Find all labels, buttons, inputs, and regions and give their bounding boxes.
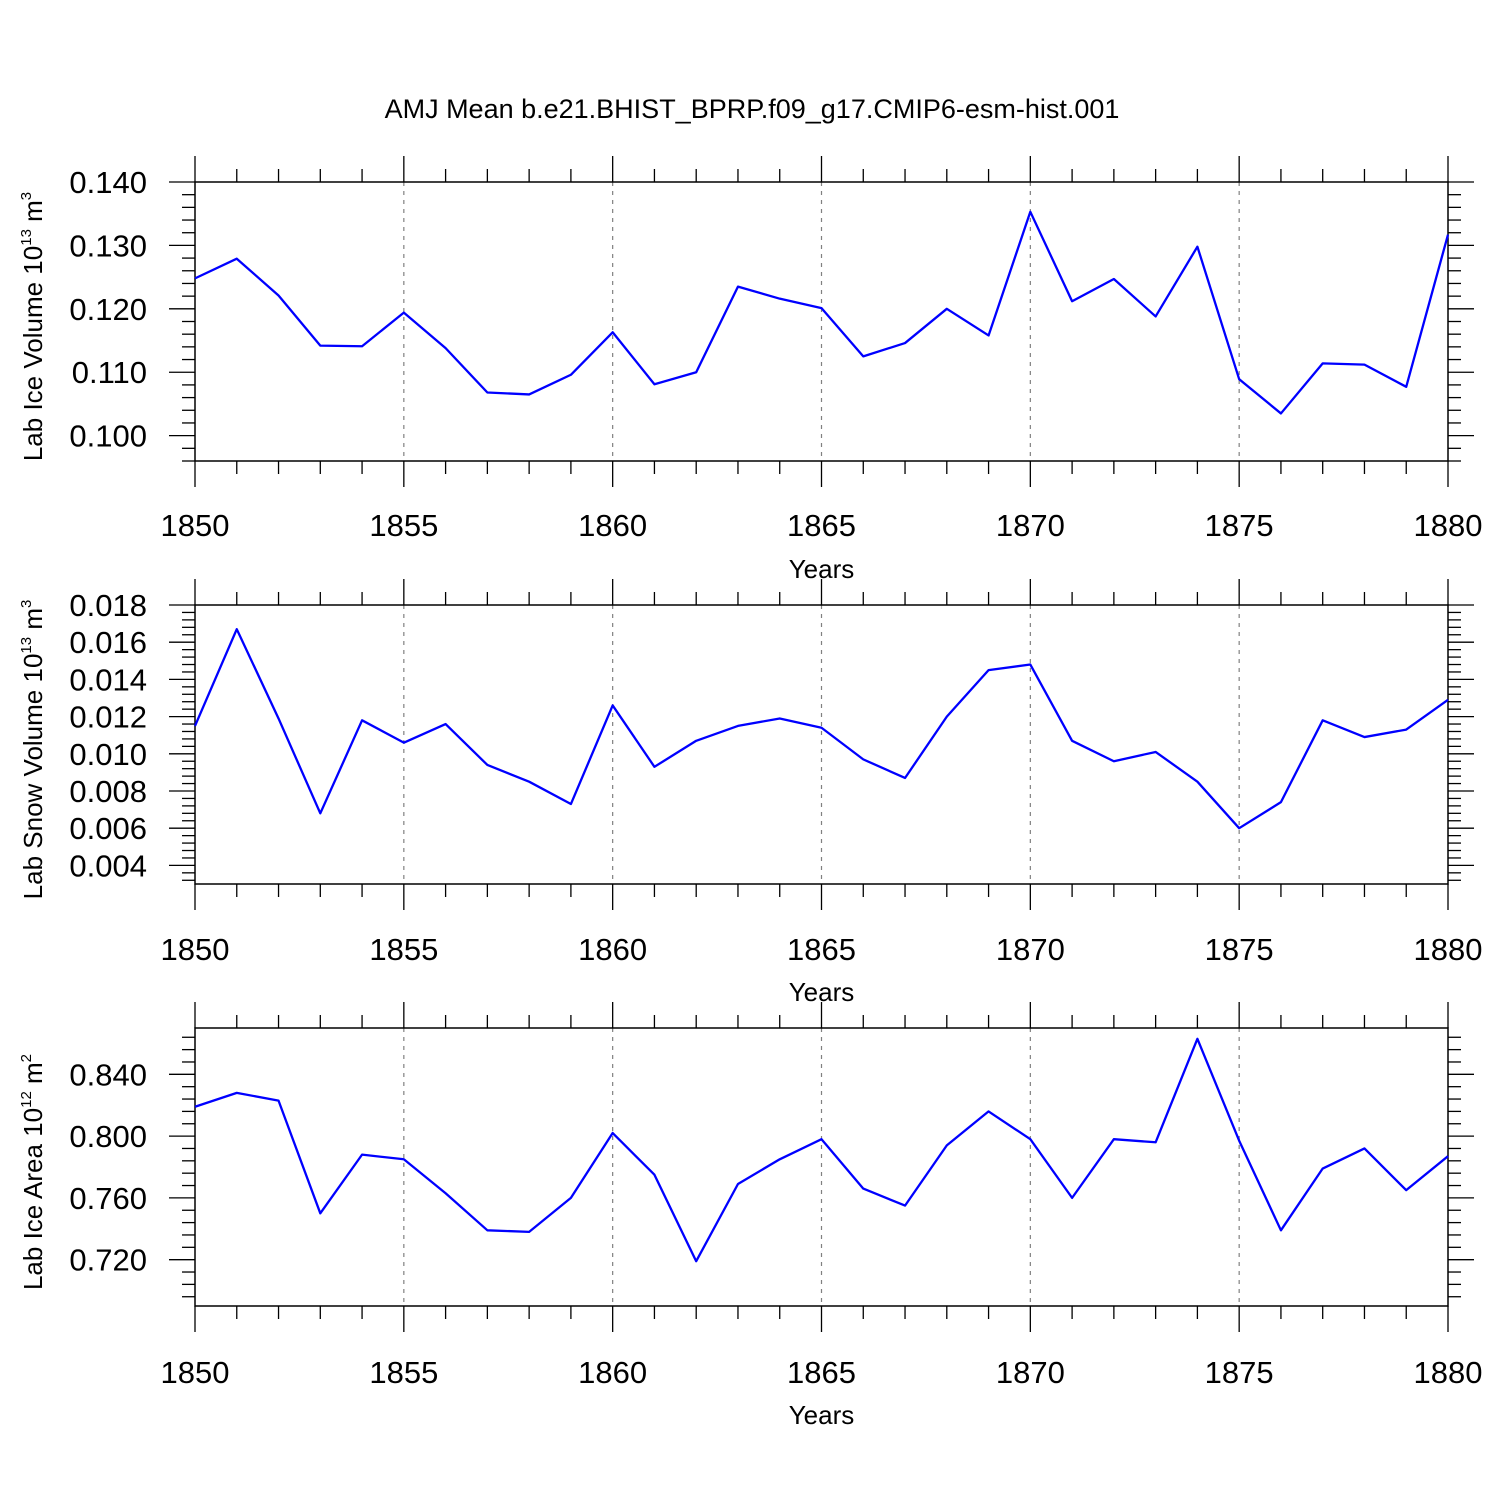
x-tick-label: 1860 xyxy=(578,932,647,967)
y-tick-label: 0.014 xyxy=(69,662,147,697)
x-tick-label: 1865 xyxy=(787,508,856,543)
x-tick-label: 1875 xyxy=(1205,932,1274,967)
x-tick-label: 1860 xyxy=(578,1355,647,1390)
y-tick-label: 0.006 xyxy=(69,811,147,846)
y-axis-label: Lab Snow Volume 1013 m3 xyxy=(18,600,48,900)
y-axis-label: Lab Ice Volume 1013 m3 xyxy=(18,192,48,461)
panel-ice-area: 1850 1855 1860 1865 1870 1875 1880 0.720 0.760 0.… xyxy=(18,1002,1482,1430)
x-tick-label: 1870 xyxy=(996,932,1065,967)
y-tick-label: 0.010 xyxy=(69,737,147,772)
series-line xyxy=(193,628,1449,830)
x-tick-label: 1880 xyxy=(1414,932,1483,967)
y-tick-label: 0.800 xyxy=(69,1119,147,1154)
y-tick-label: 0.100 xyxy=(69,419,147,454)
x-tick-label: 1855 xyxy=(369,508,438,543)
series-line xyxy=(194,210,1450,415)
x-tick-label: 1880 xyxy=(1414,508,1483,543)
x-tick-label: 1870 xyxy=(996,1355,1065,1390)
y-tick-label: 0.760 xyxy=(69,1181,147,1216)
x-tick-label: 1850 xyxy=(161,508,230,543)
y-tick-label: 0.004 xyxy=(69,848,147,883)
y-tick-label: 0.140 xyxy=(69,165,147,200)
y-tick-label: 0.130 xyxy=(69,228,147,263)
x-tick-label: 1875 xyxy=(1205,1355,1274,1390)
x-axis-label: Years xyxy=(789,1400,855,1430)
y-tick-label: 0.110 xyxy=(72,355,147,390)
y-tick-label: 0.840 xyxy=(69,1057,147,1092)
panel-snow-volume: 1850 1855 1860 1865 1870 1875 18800.0040.0060.… xyxy=(18,579,1482,1007)
x-tick-label: 1855 xyxy=(369,1355,438,1390)
y-tick-label: 0.016 xyxy=(69,625,147,660)
panel-ice-volume: 1850 1855 1860 1865 1870 1875 1880 0.100 0.110 0.… xyxy=(18,156,1482,584)
x-tick-label: 1880 xyxy=(1414,1355,1483,1390)
x-tick-label: 1860 xyxy=(578,508,647,543)
y-tick-label: 0.120 xyxy=(69,292,147,327)
x-tick-label: 1850 xyxy=(161,932,230,967)
x-tick-label: 1865 xyxy=(787,1355,856,1390)
y-tick-label: 0.720 xyxy=(69,1243,147,1278)
y-tick-label: 0.008 xyxy=(69,774,147,809)
x-tick-label: 1850 xyxy=(161,1355,230,1390)
x-tick-label: 1870 xyxy=(996,508,1065,543)
x-tick-label: 1855 xyxy=(369,932,438,967)
y-tick-label: 0.012 xyxy=(69,700,147,735)
chart-title: AMJ Mean b.e21.BHIST_BPRP.f09_g17.CMIP6-… xyxy=(385,94,1120,124)
x-tick-label: 1865 xyxy=(787,932,856,967)
y-tick-label: 0.018 xyxy=(69,588,147,623)
y-axis-label: Lab Ice Area 1012 m2 xyxy=(18,1054,48,1290)
x-tick-label: 1875 xyxy=(1205,508,1274,543)
series-line xyxy=(194,1037,1449,1263)
